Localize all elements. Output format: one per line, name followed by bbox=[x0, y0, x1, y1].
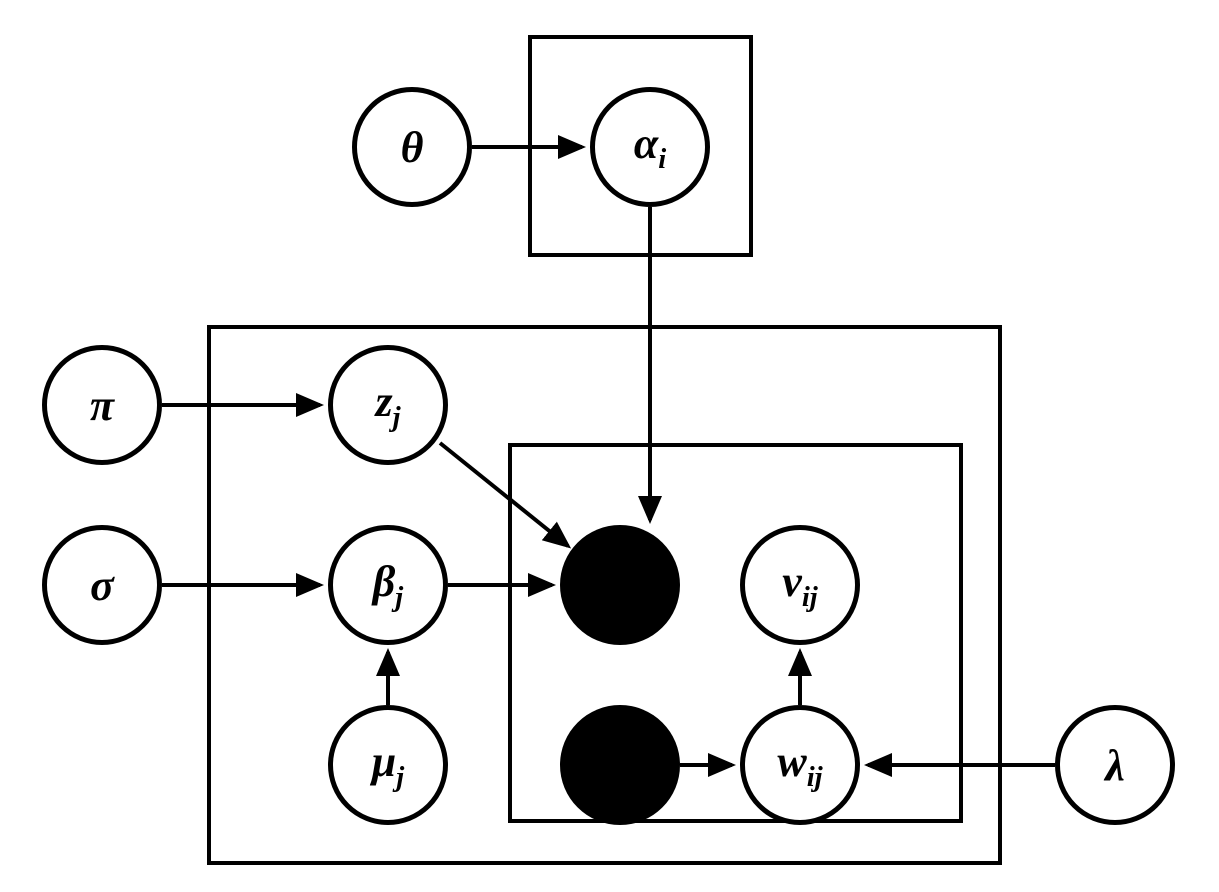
node-sigma: σ bbox=[42, 525, 162, 645]
node-alpha-label: αi bbox=[634, 118, 666, 176]
node-obs2 bbox=[560, 705, 680, 825]
node-betaj-label: βj bbox=[373, 556, 404, 614]
node-theta: θ bbox=[352, 87, 472, 207]
node-muj: μj bbox=[328, 705, 448, 825]
node-zj: zj bbox=[328, 345, 448, 465]
node-wij: wij bbox=[740, 705, 860, 825]
node-muj-label: μj bbox=[372, 736, 404, 794]
node-theta-label: θ bbox=[401, 122, 424, 173]
node-betaj: βj bbox=[328, 525, 448, 645]
node-lambda: λ bbox=[1055, 705, 1175, 825]
node-zj-label: zj bbox=[375, 376, 400, 434]
diagram-container: θ αi π σ zj βj μj vij wij bbox=[0, 0, 1219, 892]
node-pi-label: π bbox=[90, 380, 114, 431]
node-pi: π bbox=[42, 345, 162, 465]
node-alpha: αi bbox=[590, 87, 710, 207]
node-lambda-label: λ bbox=[1105, 740, 1125, 791]
node-sigma-label: σ bbox=[90, 560, 114, 611]
node-vij-label: vij bbox=[782, 556, 817, 614]
node-wij-label: wij bbox=[777, 736, 822, 794]
node-obs1 bbox=[560, 525, 680, 645]
node-vij: vij bbox=[740, 525, 860, 645]
